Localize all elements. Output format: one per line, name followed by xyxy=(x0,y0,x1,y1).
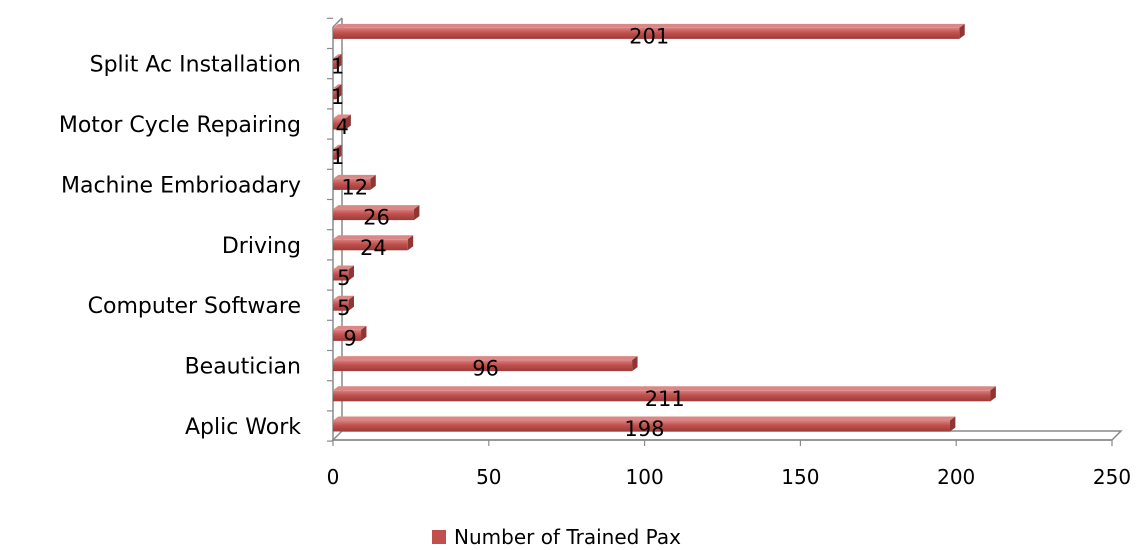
data-label: 5 xyxy=(337,296,350,320)
bar-top-face xyxy=(333,84,342,89)
bar xyxy=(333,416,956,432)
bar-end-face xyxy=(336,54,342,70)
bar-top-face xyxy=(333,325,367,330)
data-label: 5 xyxy=(337,266,350,290)
bar xyxy=(333,386,996,402)
x-tick-label: 150 xyxy=(781,465,819,489)
category-label: Aplic Work xyxy=(185,415,301,440)
bar-end-face xyxy=(348,265,354,281)
category-label: Computer Software xyxy=(88,294,301,319)
x-tick-label: 100 xyxy=(626,465,664,489)
bar-front-face xyxy=(333,118,346,130)
legend-swatch xyxy=(432,530,446,544)
bar-top-face xyxy=(333,23,965,28)
data-label: 24 xyxy=(360,236,387,260)
bar xyxy=(333,54,342,70)
data-label: 201 xyxy=(629,24,669,48)
category-label: Driving xyxy=(222,234,301,259)
bar-front-face xyxy=(333,148,337,160)
bar-end-face xyxy=(949,416,956,432)
bar-top-face xyxy=(333,205,420,210)
data-label: 9 xyxy=(343,326,356,350)
category-label: Motor Cycle Repairing xyxy=(59,113,301,138)
bar xyxy=(333,174,376,190)
bar-top-face xyxy=(333,386,996,391)
data-label: 211 xyxy=(645,387,685,411)
x-tick-label: 50 xyxy=(476,465,501,489)
bar xyxy=(333,84,342,100)
bar-series xyxy=(333,23,996,432)
bar-top-face xyxy=(333,114,351,119)
bar xyxy=(333,23,965,39)
bar-top-face xyxy=(333,174,376,179)
bar-front-face xyxy=(333,390,991,402)
bar xyxy=(333,325,367,341)
bar-end-face xyxy=(336,144,342,160)
bar-front-face xyxy=(333,27,960,39)
bar-front-face xyxy=(333,269,349,281)
bar-end-face xyxy=(348,295,354,311)
x-axis-floor xyxy=(331,430,1123,441)
bar-end-face xyxy=(361,325,367,341)
legend-label: Number of Trained Pax xyxy=(454,525,681,549)
x-tick-label: 250 xyxy=(1093,465,1131,489)
data-label: 26 xyxy=(363,206,390,230)
bar-end-face xyxy=(414,205,420,221)
bar-top-face xyxy=(333,416,956,421)
x-tick-label: 0 xyxy=(327,465,340,489)
data-label: 4 xyxy=(336,115,349,139)
bar-top-face xyxy=(333,356,638,361)
bar xyxy=(333,356,638,372)
bar xyxy=(333,265,354,281)
bar-end-face xyxy=(632,356,638,372)
bar-front-face xyxy=(333,58,337,70)
data-label: 1 xyxy=(331,55,344,79)
bar-end-face xyxy=(407,235,414,251)
bar xyxy=(333,114,351,130)
x-tick-label: 200 xyxy=(937,465,975,489)
y-axis-top-edge xyxy=(332,17,343,28)
bar-front-face xyxy=(333,329,362,341)
bar-front-face xyxy=(333,420,950,432)
bar-front-face xyxy=(333,178,371,190)
bar xyxy=(333,205,420,221)
bar xyxy=(333,235,414,251)
category-label: Machine Embrioadary xyxy=(61,173,301,198)
bar xyxy=(333,295,354,311)
category-labels: Aplic Work Beautician Computer Software Dri… xyxy=(59,53,301,440)
bar-end-face xyxy=(345,114,351,130)
bar-end-face xyxy=(370,174,376,190)
data-label: 96 xyxy=(472,357,499,381)
category-label: Split Ac Installation xyxy=(90,53,301,78)
bar-front-face xyxy=(333,239,408,251)
bar-front-face xyxy=(333,88,337,100)
bar-top-face xyxy=(333,295,354,300)
bar-front-face xyxy=(333,299,349,311)
data-label: 1 xyxy=(331,145,344,169)
data-label: 12 xyxy=(341,175,368,199)
bar-top-face xyxy=(333,265,354,270)
bar xyxy=(333,144,342,160)
bar-top-face xyxy=(333,54,342,59)
data-label: 198 xyxy=(624,417,664,441)
data-label: 1 xyxy=(331,85,344,109)
bar-top-face xyxy=(333,144,342,149)
category-label: Beautician xyxy=(185,355,301,380)
bar-top-face xyxy=(333,235,414,240)
chart-axes xyxy=(327,17,1123,446)
bar-front-face xyxy=(333,209,415,221)
legend: Number of Trained Pax xyxy=(432,525,681,549)
bar-front-face xyxy=(333,360,633,372)
bar-end-face xyxy=(959,23,965,39)
x-tick-labels: 0 50 100 150 200 250 xyxy=(327,465,1131,489)
bar-end-face xyxy=(990,386,996,402)
bar-end-face xyxy=(336,84,342,100)
data-labels: 198 211 96 9 5 5 24 26 12 1 4 1 1 201 xyxy=(331,24,685,441)
